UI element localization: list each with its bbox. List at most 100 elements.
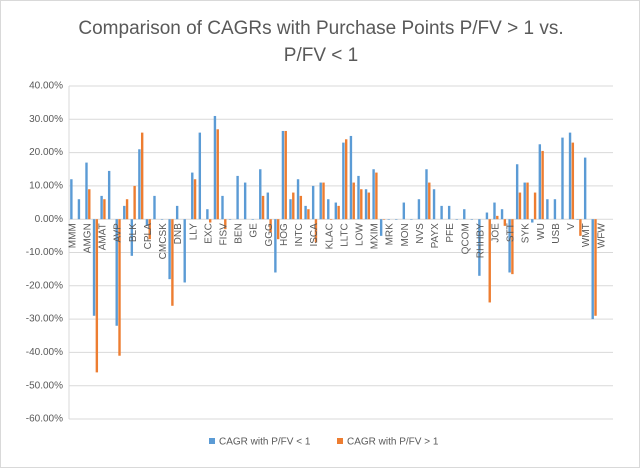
x-tick-label: WMT: [581, 223, 592, 247]
x-tick-label: LLY: [188, 223, 199, 240]
bar: [500, 209, 504, 220]
bar: [70, 179, 73, 220]
x-tick-label: WFW: [596, 223, 607, 249]
bar: [191, 172, 194, 220]
bar: [296, 179, 300, 220]
bar: [387, 219, 390, 220]
bar: [269, 219, 272, 233]
bar: [148, 219, 151, 240]
x-tick-label: STT: [506, 223, 517, 242]
x-tick-label: CPLA: [143, 223, 154, 249]
bar: [281, 130, 285, 220]
bar: [221, 195, 224, 220]
bar: [100, 195, 103, 220]
bar: [568, 132, 572, 220]
bar: [259, 169, 262, 220]
bar: [511, 219, 514, 275]
x-tick-label: BLK: [128, 223, 139, 242]
bar: [314, 219, 318, 243]
bar: [243, 182, 247, 220]
bar: [349, 135, 353, 220]
x-tick-label: FISV: [219, 223, 230, 246]
x-tick-label: PFE: [445, 223, 456, 243]
bar: [130, 219, 134, 256]
bar: [175, 205, 179, 220]
bar: [193, 179, 197, 220]
bar: [546, 199, 549, 220]
bar: [95, 219, 99, 373]
bar: [447, 205, 451, 220]
x-tick-label: DNB: [173, 223, 184, 244]
y-tick-label: 30.00%: [29, 114, 63, 125]
bar: [440, 205, 443, 220]
y-tick-label: 40.00%: [29, 81, 63, 92]
bar: [360, 189, 363, 220]
chart-title: Comparison of CAGRs with Purchase Points…: [78, 18, 564, 66]
bar: [284, 130, 287, 220]
x-tick-label: HOG: [279, 223, 290, 246]
bar: [198, 132, 202, 220]
bar: [292, 192, 295, 220]
bar: [533, 192, 537, 220]
bar: [478, 219, 481, 276]
bar: [352, 182, 355, 220]
bar: [216, 129, 219, 220]
bar: [342, 142, 345, 220]
x-tick-label: MMM: [67, 223, 78, 248]
bar: [171, 219, 174, 306]
bar: [77, 199, 81, 220]
bar: [153, 195, 156, 220]
x-tick-label: MXIM: [370, 223, 381, 249]
x-tick-label: ISCA: [309, 223, 320, 247]
bar: [319, 182, 322, 220]
bar: [541, 150, 544, 220]
bar: [107, 170, 111, 220]
bar: [455, 219, 458, 220]
bar: [327, 199, 330, 220]
bar: [85, 162, 88, 220]
x-tick-label: RHHBY: [475, 223, 486, 258]
bar: [276, 219, 280, 240]
x-tick-label: PAYX: [430, 223, 441, 249]
bar: [375, 172, 378, 220]
bar: [583, 157, 587, 220]
bar: [183, 219, 186, 283]
bar: [538, 144, 542, 220]
bar: [379, 219, 383, 236]
x-tick-label: CMCSK: [158, 223, 169, 259]
legend-swatch: [209, 438, 215, 444]
x-tick-label: WU: [536, 223, 547, 240]
legend-label: CAGR with P/FV < 1: [219, 437, 311, 448]
bar: [432, 189, 436, 220]
bar: [208, 219, 212, 223]
bar: [138, 149, 141, 220]
x-tick-label: NVS: [415, 223, 426, 244]
bar: [224, 219, 227, 230]
bar: [160, 219, 164, 220]
bar: [88, 189, 91, 220]
x-tick-label: KLAC: [324, 223, 335, 249]
bar: [364, 189, 368, 220]
bar: [337, 205, 340, 220]
bar: [206, 209, 209, 220]
bar: [311, 185, 315, 220]
bar: [357, 175, 360, 220]
bar: [133, 185, 136, 220]
bar: [289, 199, 292, 220]
bar: [140, 132, 144, 220]
bar: [561, 137, 564, 220]
bar: [553, 199, 557, 220]
x-tick-label: AMGN: [83, 223, 94, 253]
bar: [526, 182, 529, 220]
legend-swatch: [337, 438, 343, 444]
x-tick-label: JOE: [491, 223, 502, 243]
bar: [266, 192, 270, 220]
bar: [228, 219, 232, 220]
bar: [417, 199, 421, 220]
bar: [428, 182, 431, 220]
bar: [518, 192, 522, 220]
bar: [503, 219, 507, 226]
y-tick-label: -20.00%: [26, 280, 63, 291]
